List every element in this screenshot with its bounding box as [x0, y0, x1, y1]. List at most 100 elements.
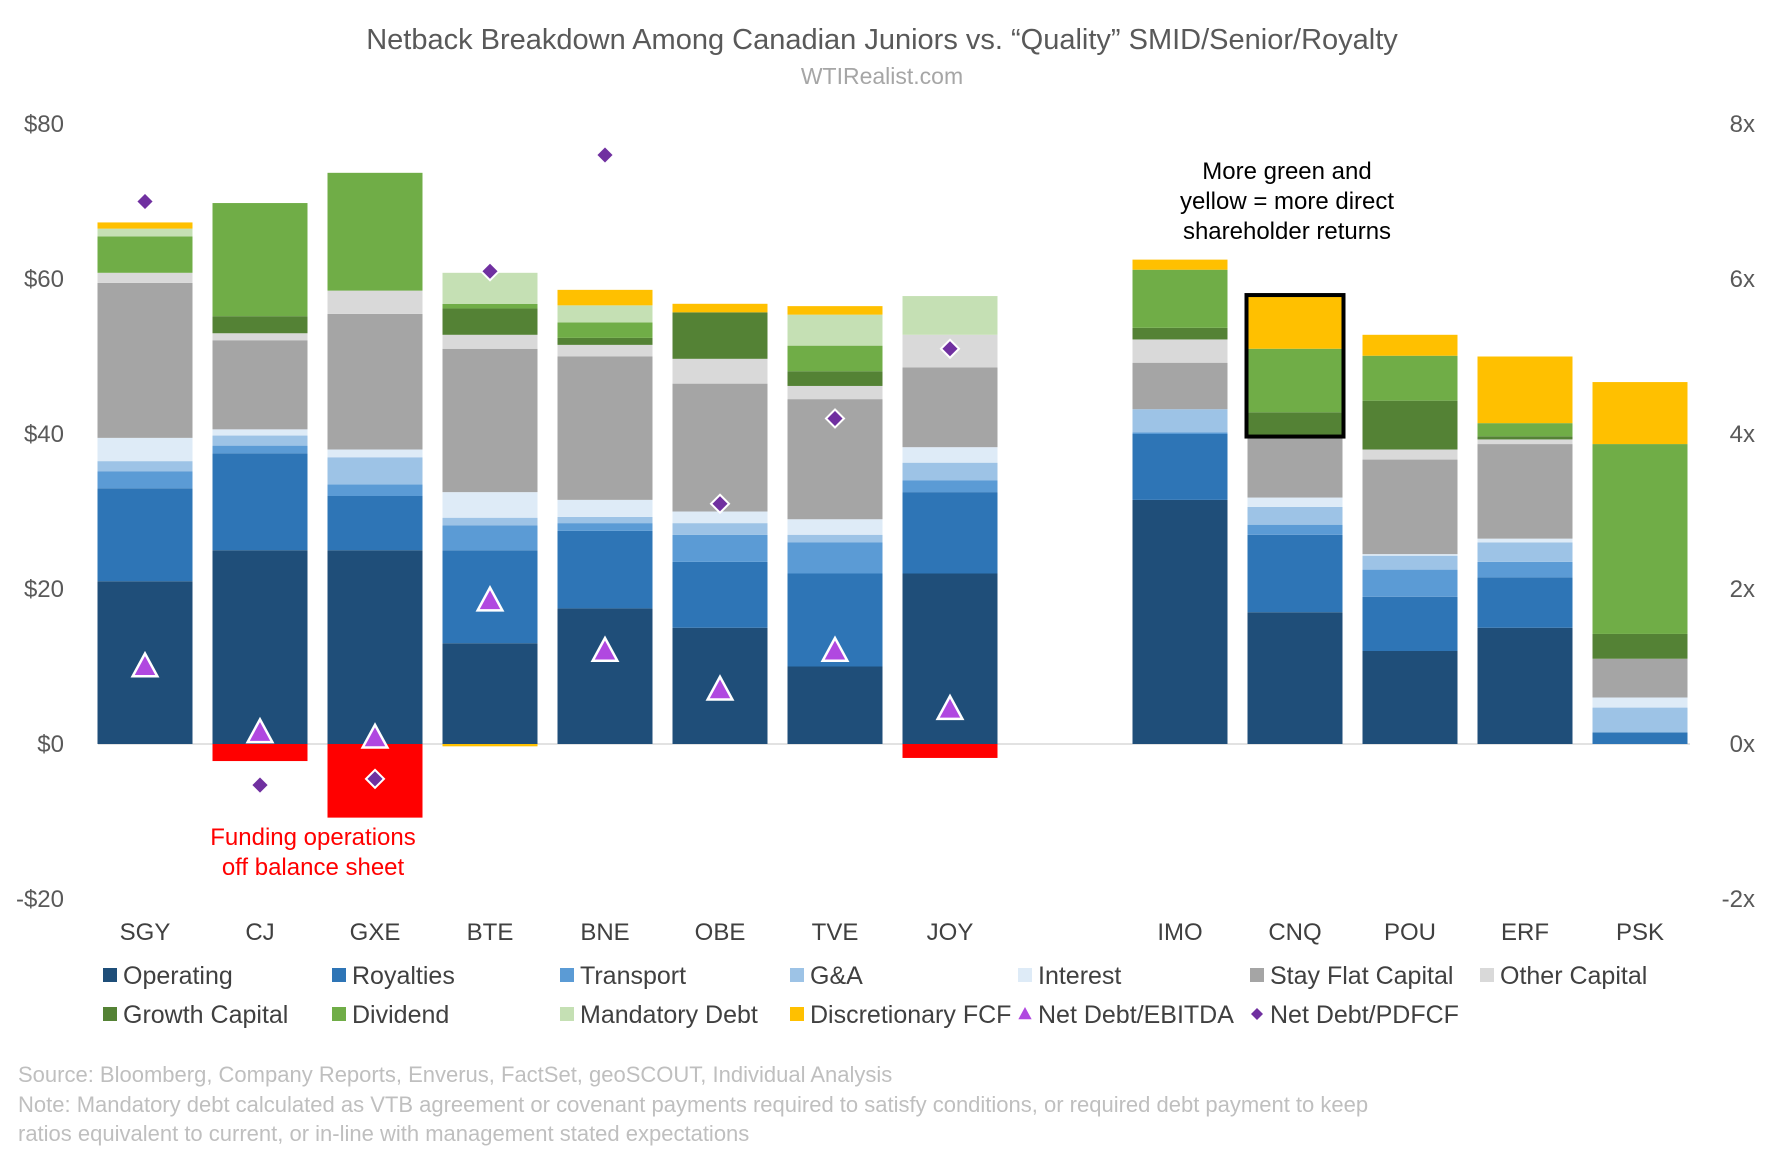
bar-segment-stay-flat-capital: [902, 367, 998, 448]
bar-segment-operating: [327, 550, 423, 744]
bar-segment-dividend: [787, 345, 883, 372]
net-debt-ebitda-marker: [935, 693, 965, 721]
bar-segment-royalties: [1362, 596, 1458, 651]
bar-segment-g-a: [97, 461, 193, 472]
bar-segment-interest: [97, 437, 193, 462]
bar-segment-stay-flat-capital: [1132, 362, 1228, 410]
bar-segment-dividend: [1247, 348, 1343, 413]
bar-segment-operating: [1132, 499, 1228, 744]
bar-segment-interest: [672, 511, 768, 524]
left-axis-tick-label: $0: [37, 731, 64, 758]
bar-segment-dividend: [212, 203, 308, 317]
bar-segment-interest: [1477, 538, 1573, 543]
bar-segment-interest: [1362, 554, 1458, 556]
net-debt-pdfcf-marker: [249, 774, 271, 796]
bar-segment-interest: [1247, 497, 1343, 507]
category-label: BNE: [580, 919, 629, 946]
net-debt-pdfcf-marker: [824, 408, 846, 429]
legend-swatch: [560, 968, 574, 982]
bar-segment-transport: [212, 445, 308, 454]
legend-label: Transport: [580, 962, 686, 990]
bar-segment-g-a: [212, 435, 308, 446]
bar-segment-operating: [1362, 651, 1458, 744]
bar-segment-growth-capital: [1132, 327, 1228, 340]
bar-segment-interest: [212, 429, 308, 436]
legend-label: Mandatory Debt: [580, 1001, 758, 1029]
bar-segment-growth-capital: [557, 337, 653, 345]
bar-segment-discretionary-fcf: [557, 289, 653, 306]
annotations: More green and yellow = more direct shareh…: [210, 158, 1394, 881]
bar-segment-other-capital: [787, 385, 883, 400]
category-label: OBE: [695, 919, 746, 946]
bar-segment-royalties: [1247, 534, 1343, 613]
bar-segment-mandatory-debt: [902, 296, 998, 335]
legend-marker-diamond: [1251, 1008, 1263, 1020]
bar-segment-transport: [1362, 569, 1458, 597]
bar-segment-stay-flat-capital: [672, 383, 768, 512]
category-label: TVE: [812, 919, 859, 946]
net-debt-pdfcf-marker: [364, 768, 386, 790]
bar-segment-growth-capital: [1477, 436, 1573, 440]
bar-segment-g-a: [1132, 409, 1228, 433]
bar-segment-discretionary-fcf: [1132, 259, 1228, 270]
bar-segment-other-capital: [1477, 439, 1573, 445]
bar-segment-dividend: [1362, 355, 1458, 401]
left-axis-tick-label: $20: [24, 576, 64, 603]
chart-title: Netback Breakdown Among Canadian Juniors…: [366, 24, 1398, 56]
net-debt-pdfcf-marker: [709, 493, 731, 515]
bar-segment-other-capital: [327, 290, 423, 314]
bar-segment-interest: [902, 447, 998, 463]
net-debt-ebitda-marker: [475, 585, 505, 612]
bar-segment-royalties: [902, 492, 998, 574]
net-debt-pdfcf-marker: [594, 144, 616, 166]
bar-segment-transport: [557, 523, 653, 531]
cnq-callout-line: yellow = more direct: [1180, 188, 1394, 215]
bar-segment-growth-capital: [787, 371, 883, 386]
bar-segment-other-capital: [442, 334, 538, 349]
category-label: PSK: [1616, 919, 1664, 946]
bar-segment-dividend: [1592, 444, 1688, 634]
bar-segment-other-capital: [672, 358, 768, 384]
legend-swatch: [332, 1007, 346, 1021]
bar-segment-interest: [557, 499, 653, 517]
bar-segment-g-a: [902, 462, 998, 481]
legend-swatch: [1018, 968, 1032, 982]
bar-segment-g-a: [1477, 542, 1573, 562]
cnq-callout-line: More green and: [1202, 158, 1371, 185]
bar-segment-royalties: [1592, 732, 1688, 744]
left-axis-tick-label: $60: [24, 266, 64, 293]
net-debt-pdfcf-marker: [134, 191, 156, 212]
legend-swatch: [1250, 968, 1264, 982]
bar-segment-growth-capital: [212, 316, 308, 334]
bar-segment-transport: [787, 542, 883, 574]
bar-segment-other-capital: [212, 333, 308, 341]
right-axis-tick-label: 8x: [1730, 111, 1755, 138]
legend-label: Royalties: [352, 962, 455, 990]
funding-callout-line: Funding operations: [210, 824, 415, 851]
net-debt-ebitda-marker: [245, 716, 275, 744]
legend-label: Dividend: [352, 1001, 449, 1029]
category-label: ERF: [1501, 919, 1549, 946]
bar-segment-transport: [97, 471, 193, 489]
legend-label: G&A: [810, 962, 863, 990]
footer: Source: Bloomberg, Company Reports, Enve…: [18, 1062, 1368, 1146]
bar-segment-transport: [327, 484, 423, 496]
bar-segment-discretionary-fcf: [1362, 334, 1458, 356]
bar-segment-operating: [557, 608, 653, 744]
right-axis-tick-label: -2x: [1722, 886, 1755, 913]
left-axis-tick-label: $80: [24, 111, 64, 138]
right-axis-tick-label: 4x: [1730, 421, 1755, 448]
bar-segment-mandatory-debt: [557, 305, 653, 323]
bar-segment-royalties: [1132, 434, 1228, 500]
legend-label: Net Debt/EBITDA: [1038, 1001, 1234, 1029]
stacked-bars: [97, 172, 1688, 818]
bar-segment-dividend: [1477, 423, 1573, 437]
bar-segment-discretionary-fcf: [442, 744, 538, 747]
bar-segment-growth-capital: [1362, 400, 1458, 450]
bar-segment-growth-capital: [1247, 412, 1343, 436]
bar-segment-stay-flat-capital: [1362, 459, 1458, 555]
net-debt-pdfcf-marker: [939, 338, 961, 360]
bar-segment-interest: [327, 449, 423, 458]
right-axis-tick-label: 6x: [1730, 266, 1755, 293]
